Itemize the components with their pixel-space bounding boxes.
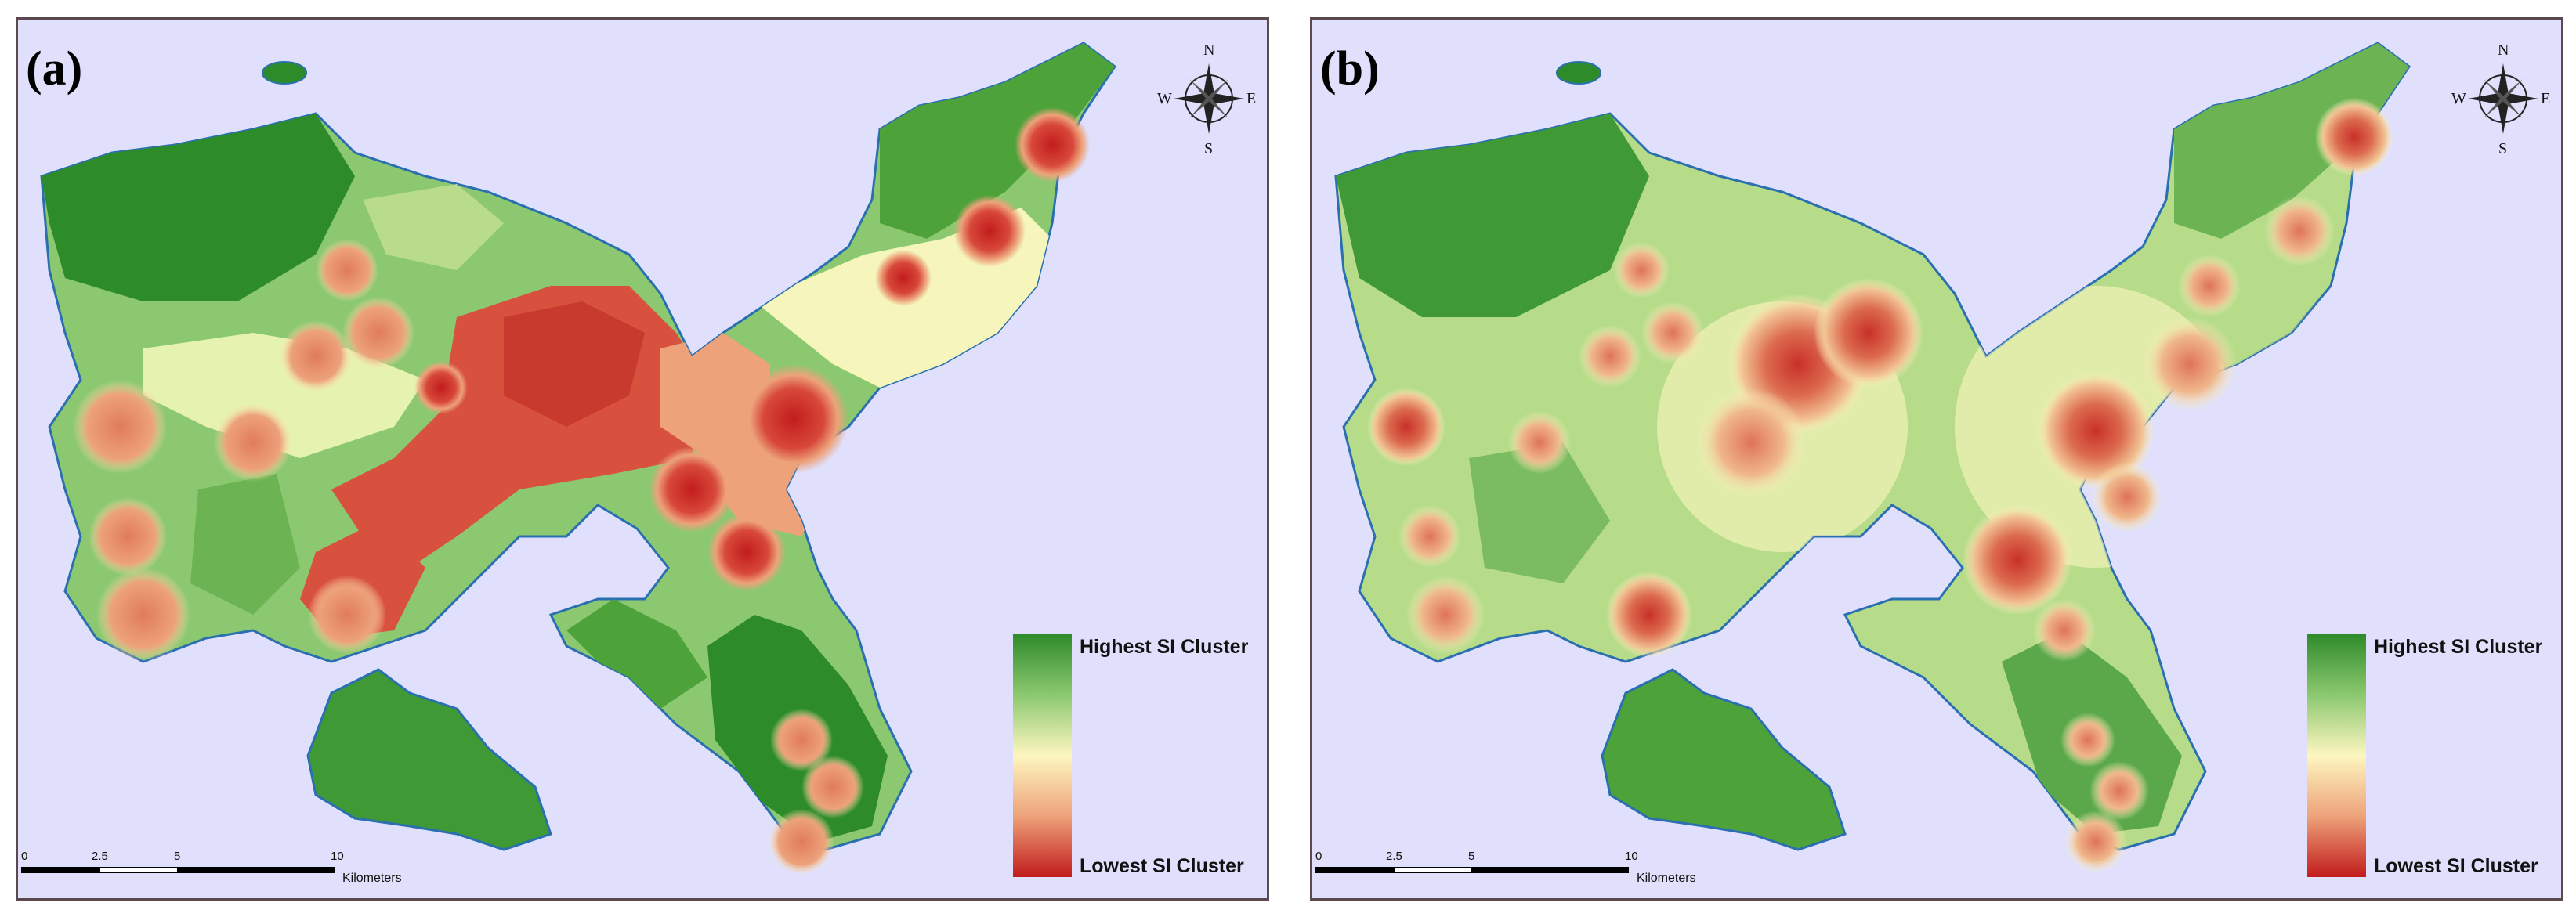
panel-label: (b) bbox=[1320, 42, 1380, 96]
scale-tick-2-5: 2.5 bbox=[1386, 850, 1402, 863]
panel-label: (a) bbox=[26, 42, 83, 96]
scale-segment bbox=[99, 867, 178, 873]
scale-segment bbox=[21, 867, 99, 873]
suitability-map-b bbox=[1334, 42, 2411, 873]
scale-tick-10: 10 bbox=[1625, 850, 1638, 863]
legend-high-label: Highest SI Cluster bbox=[1080, 636, 1249, 658]
scale-unit: Kilometers bbox=[342, 872, 402, 885]
compass-s: S bbox=[1204, 140, 1214, 157]
low-si-clusters bbox=[73, 107, 1090, 875]
legend-high-label: Highest SI Cluster bbox=[2374, 636, 2543, 658]
scale-bar: 0 2.5 5 10 Kilometers bbox=[1315, 850, 1785, 897]
scale-unit: Kilometers bbox=[1637, 872, 1696, 885]
scale-tick-0: 0 bbox=[1315, 850, 1322, 863]
compass-w: W bbox=[1157, 90, 1172, 107]
map-panel-a: (a) N S E W Highest bbox=[16, 17, 1269, 901]
small-island bbox=[262, 61, 307, 85]
compass-s: S bbox=[2498, 140, 2508, 157]
legend-color-ramp bbox=[1013, 634, 1072, 877]
suitability-zones bbox=[42, 43, 1115, 842]
southern-island bbox=[306, 668, 552, 851]
scale-segment bbox=[1472, 867, 1629, 873]
scale-bar: 0 2.5 5 10 Kilometers bbox=[21, 850, 491, 897]
compass-e: E bbox=[1246, 90, 1257, 107]
legend: Highest SI Cluster Lowest SI Cluster bbox=[1013, 634, 1264, 885]
southern-island bbox=[1601, 668, 1847, 851]
compass-n: N bbox=[2498, 42, 2509, 59]
scale-segment bbox=[178, 867, 335, 873]
compass-rose: N S E W bbox=[2440, 32, 2561, 161]
legend-low-label: Lowest SI Cluster bbox=[1080, 855, 1244, 877]
compass-icon bbox=[1174, 63, 1244, 134]
legend: Highest SI Cluster Lowest SI Cluster bbox=[2307, 634, 2558, 885]
compass-icon bbox=[2468, 63, 2538, 134]
scale-segment bbox=[1394, 867, 1472, 873]
scale-segment bbox=[1315, 867, 1394, 873]
scale-tick-10: 10 bbox=[331, 850, 344, 863]
compass-e: E bbox=[2541, 90, 2551, 107]
suitability-map-a bbox=[40, 42, 1116, 875]
scale-tick-2-5: 2.5 bbox=[92, 850, 108, 863]
compass-n: N bbox=[1203, 42, 1215, 59]
small-island bbox=[1556, 61, 1601, 85]
compass-w: W bbox=[2451, 90, 2466, 107]
legend-low-label: Lowest SI Cluster bbox=[2374, 855, 2538, 877]
map-panel-b: (b) N S E W Highest bbox=[1310, 17, 2563, 901]
scale-tick-0: 0 bbox=[21, 850, 28, 863]
low-si-hotspots bbox=[1367, 98, 2393, 873]
legend-color-ramp bbox=[2307, 634, 2366, 877]
scale-tick-5: 5 bbox=[1468, 850, 1475, 863]
compass-rose: N S E W bbox=[1146, 32, 1267, 161]
scale-tick-5: 5 bbox=[174, 850, 181, 863]
